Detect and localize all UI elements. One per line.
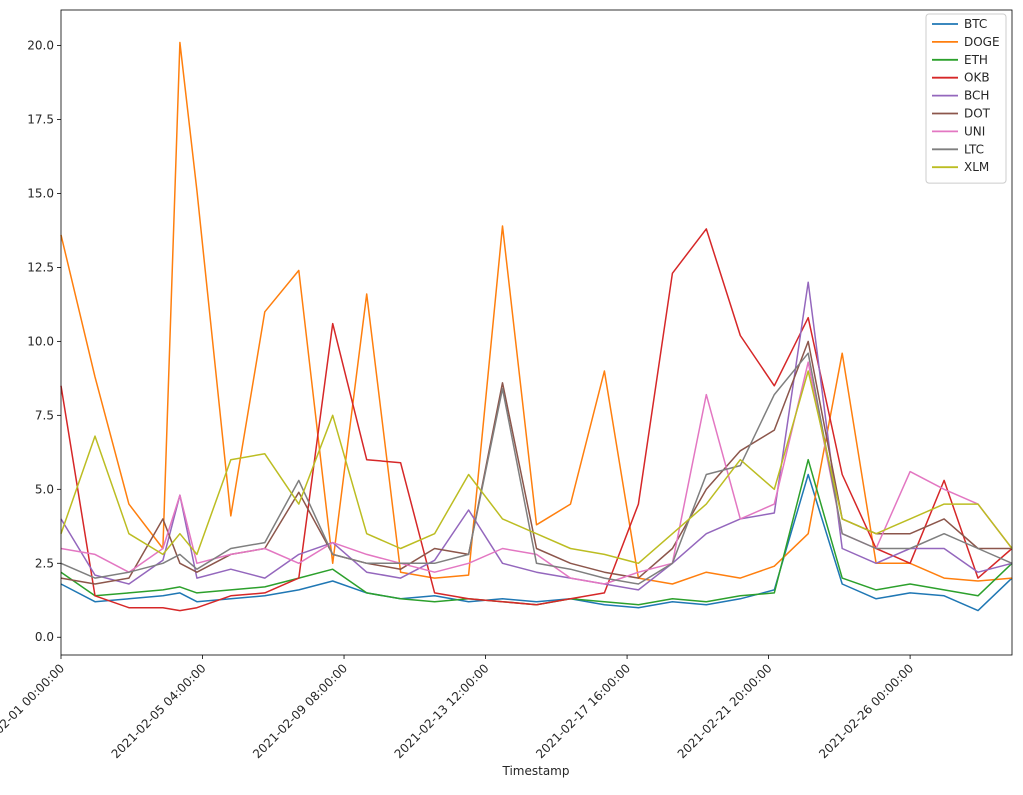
plot-frame: [60, 9, 1013, 656]
y-tick-label: 17.5: [27, 112, 54, 126]
y-tick-label: 5.0: [35, 482, 54, 496]
legend: BTC DOGE ETH OKB BCH DOT UNI LTC XLM: [925, 13, 1007, 184]
legend-box: [925, 13, 1007, 184]
legend-label-xlm: XLM: [964, 160, 989, 174]
y-tick-label: 0.0: [35, 630, 54, 644]
series-line-btc: [60, 473, 1013, 612]
series-line-xlm: [60, 370, 1013, 565]
series-layer: [60, 41, 1013, 612]
y-tick-label: 7.5: [35, 408, 54, 422]
series-line-ltc: [60, 352, 1013, 585]
legend-label-dot: DOT: [964, 107, 991, 121]
y-tick-label: 12.5: [27, 260, 54, 274]
y-tick-label: 15.0: [27, 186, 54, 200]
y-axis: 0.0 2.5 5.0 7.5 10.0 12.5 15.0 17.5 20.0: [27, 39, 61, 644]
y-tick-label: 10.0: [27, 334, 54, 348]
y-tick-label: 20.0: [27, 39, 54, 53]
legend-label-okb: OKB: [964, 71, 990, 85]
legend-label-eth: ETH: [964, 53, 988, 67]
series-line-bch: [60, 281, 1013, 591]
x-axis-label: Timestamp: [502, 764, 570, 778]
legend-label-btc: BTC: [964, 17, 987, 31]
legend-label-bch: BCH: [964, 89, 989, 103]
legend-label-ltc: LTC: [964, 142, 984, 156]
series-line-okb: [60, 228, 1013, 612]
legend-label-doge: DOGE: [964, 35, 1000, 49]
legend-label-uni: UNI: [964, 124, 985, 138]
series-line-doge: [60, 41, 1013, 585]
y-tick-label: 2.5: [35, 556, 54, 570]
